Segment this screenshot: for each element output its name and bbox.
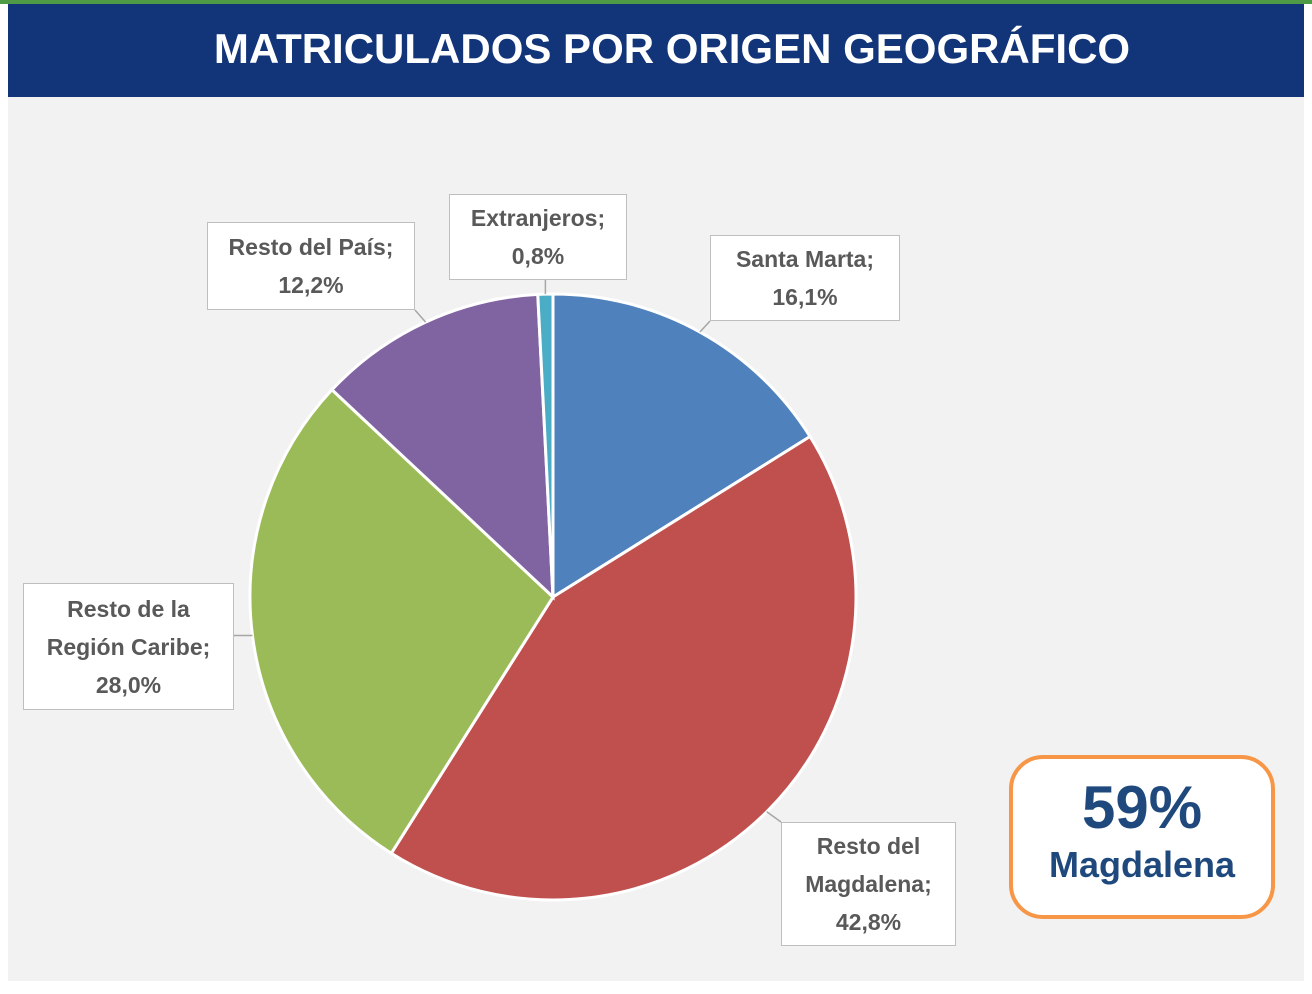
label-separator: ; <box>385 234 394 260</box>
annotation-value: 59% <box>1081 774 1203 841</box>
label-separator: ; <box>866 246 875 272</box>
title-bar <box>8 4 1304 97</box>
data-label-text: Extranjeros; 0,8% <box>471 199 605 275</box>
category-label: Resto del País <box>228 234 386 260</box>
data-label-text: Resto de la Región Caribe; 28,0% <box>30 590 227 704</box>
category-label: Santa Marta <box>735 246 867 272</box>
label-separator: ; <box>597 205 606 231</box>
data-label-text: Resto del Magdalena; 42,8% <box>788 827 949 941</box>
value-label: 16,1% <box>772 284 838 310</box>
leader-line <box>414 309 427 323</box>
data-label-text: Resto del País; 12,2% <box>229 228 394 304</box>
value-label: 12,2% <box>278 272 344 298</box>
data-label: Santa Marta; 16,1% <box>710 235 900 321</box>
top-stripe <box>0 0 1312 4</box>
pie-slice <box>329 292 555 601</box>
value-label: 0,8% <box>511 243 565 269</box>
value-label: 42,8% <box>835 909 902 935</box>
leader-line <box>699 320 711 333</box>
pie-slice <box>389 434 858 902</box>
annotation-box: 59% Magdalena <box>1009 755 1275 919</box>
pie-slice <box>248 387 555 856</box>
value-label: 28,0% <box>95 671 162 698</box>
data-label: Extranjeros; 0,8% <box>449 194 627 280</box>
category-label: Extranjeros <box>470 205 598 231</box>
pie <box>248 292 858 902</box>
label-separator: ; <box>202 633 211 660</box>
annotation-text: Magdalena <box>1048 844 1236 885</box>
data-label: Resto de la Región Caribe; 28,0% <box>23 583 234 710</box>
leader-lines <box>234 280 782 823</box>
label-separator: ; <box>924 871 932 897</box>
chart-title: MATRICULADOS POR ORIGEN GEOGRÁFICO <box>214 25 1130 72</box>
leader-line <box>766 811 782 823</box>
data-label: Resto del País; 12,2% <box>207 222 415 310</box>
category-label: Resto del Magdalena <box>805 833 925 897</box>
data-label-text: Santa Marta; 16,1% <box>736 240 874 316</box>
data-label: Resto del Magdalena; 42,8% <box>781 822 956 946</box>
category-label: Resto de la Región Caribe <box>46 595 203 660</box>
